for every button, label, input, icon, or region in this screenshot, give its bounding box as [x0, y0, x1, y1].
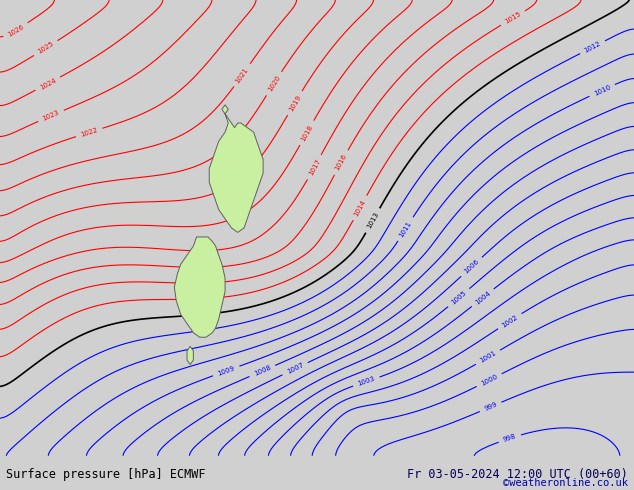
Text: 1006: 1006	[463, 259, 480, 275]
Text: 1003: 1003	[357, 376, 376, 387]
Text: 1013: 1013	[366, 211, 380, 230]
Text: 1014: 1014	[353, 198, 367, 217]
Text: 1009: 1009	[217, 365, 236, 377]
Text: 999: 999	[483, 401, 498, 412]
Text: 1026: 1026	[7, 23, 25, 38]
Text: ©weatheronline.co.uk: ©weatheronline.co.uk	[503, 478, 628, 488]
Text: 998: 998	[502, 433, 517, 443]
Text: 1020: 1020	[267, 74, 281, 93]
Text: 1017: 1017	[307, 158, 321, 176]
Text: 1007: 1007	[286, 362, 304, 375]
Text: 1025: 1025	[37, 41, 55, 55]
Text: 1019: 1019	[288, 94, 302, 112]
Text: Surface pressure [hPa] ECMWF: Surface pressure [hPa] ECMWF	[6, 467, 206, 481]
Text: 1016: 1016	[334, 153, 348, 172]
Polygon shape	[209, 105, 263, 232]
Polygon shape	[174, 237, 225, 337]
Text: 1008: 1008	[253, 365, 272, 377]
Text: 1002: 1002	[501, 314, 519, 328]
Text: 1024: 1024	[39, 77, 57, 91]
Text: 1004: 1004	[474, 290, 491, 306]
Polygon shape	[187, 346, 193, 365]
Text: 1010: 1010	[593, 84, 612, 97]
Text: 1011: 1011	[398, 220, 413, 238]
Text: 1012: 1012	[583, 41, 602, 54]
Text: 1018: 1018	[300, 123, 314, 142]
Text: 1022: 1022	[80, 127, 98, 138]
Text: Fr 03-05-2024 12:00 UTC (00+60): Fr 03-05-2024 12:00 UTC (00+60)	[407, 467, 628, 481]
Text: 1023: 1023	[42, 109, 60, 122]
Text: 1001: 1001	[479, 350, 497, 365]
Text: 1000: 1000	[480, 373, 498, 387]
Text: 1005: 1005	[450, 290, 467, 306]
Text: 1021: 1021	[235, 66, 250, 84]
Text: 1015: 1015	[504, 11, 522, 25]
